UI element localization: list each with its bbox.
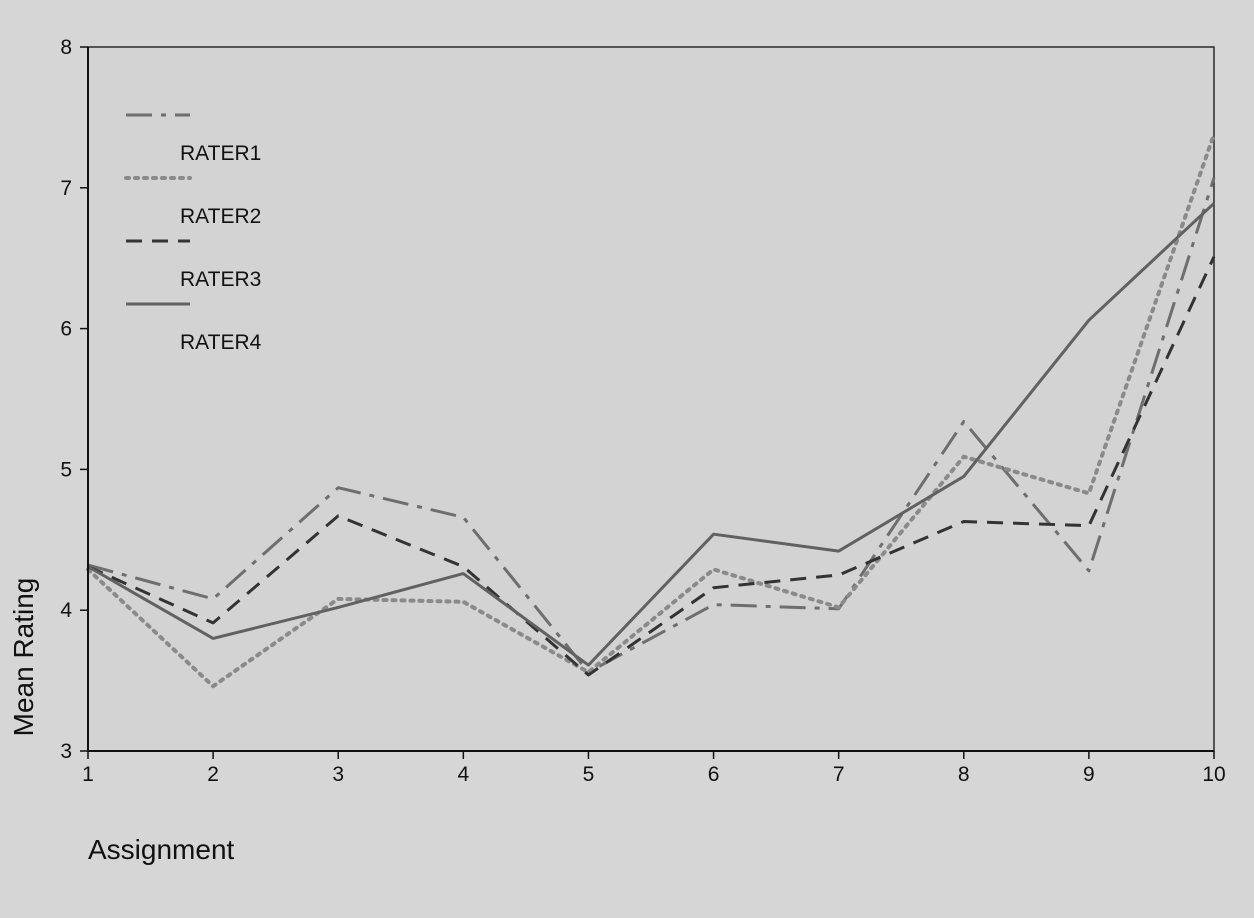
y-tick-label: 6: [60, 318, 72, 341]
y-tick-label: 4: [60, 599, 72, 622]
x-tick-label: 5: [583, 763, 595, 786]
legend-label-rater3: RATER3: [180, 268, 261, 291]
x-tick-label: 8: [958, 763, 970, 786]
x-tick-label: 2: [207, 763, 219, 786]
legend: RATER1 RATER2 RATER3 RATER4: [124, 113, 262, 354]
y-tick-label: 3: [60, 740, 72, 763]
x-tick-label: 7: [833, 763, 845, 786]
y-tick-label: 7: [60, 177, 72, 200]
x-tick-label: 3: [332, 763, 344, 786]
y-tick-label: 8: [60, 36, 72, 59]
x-axis-title: Assignment: [88, 834, 235, 865]
series-lines: [86, 132, 1216, 689]
x-tick-label: 4: [457, 763, 469, 786]
x-tick-label: 9: [1083, 763, 1095, 786]
series-line-rater4: [87, 202, 1216, 667]
series-line-rater3: [87, 256, 1216, 677]
axes: [80, 46, 1215, 759]
x-tick-label: 6: [708, 763, 720, 786]
legend-label-rater2: RATER2: [180, 205, 261, 228]
legend-label-rater1: RATER1: [180, 142, 261, 165]
tick-labels: 1 2 3 4 5 6 7 8 9 10 3 4 5 6 7 8: [60, 36, 1225, 786]
legend-label-rater4: RATER4: [180, 331, 262, 354]
x-tick-label: 1: [82, 763, 94, 786]
series-line-rater2: [86, 132, 1216, 689]
y-tick-label: 5: [60, 458, 72, 481]
x-tick-label: 10: [1202, 763, 1225, 786]
series-line-rater1: [87, 177, 1216, 674]
y-axis-title: Mean Rating: [8, 578, 39, 737]
